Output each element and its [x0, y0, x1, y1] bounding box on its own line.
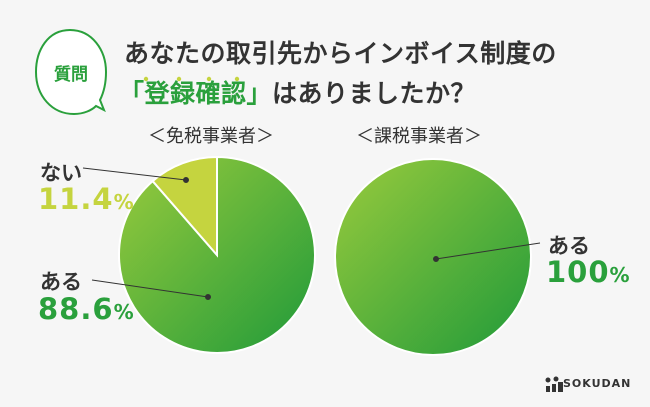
- pie-chart-tax-exempt: [118, 155, 316, 354]
- pie2-title: ＜課税事業者＞: [356, 126, 482, 147]
- label-aru-left: ある: [40, 270, 82, 294]
- sokudan-logo-icon: [545, 376, 563, 392]
- brand-logo: SOKUDAN: [563, 377, 632, 390]
- leader-lines: [82, 167, 541, 300]
- pie1-title: ＜免税事業者＞: [148, 126, 274, 147]
- bracket-close: 」: [246, 79, 273, 108]
- pie-slice-ある: [334, 158, 532, 356]
- leader-dot: [433, 256, 439, 262]
- emphasis-dots: [143, 76, 240, 82]
- bracket-open: 「: [119, 79, 145, 108]
- leader-dot: [205, 294, 211, 300]
- leader-dot: [183, 177, 189, 183]
- value-nai: 11.4%: [38, 182, 135, 216]
- value-aru-left: 88.6%: [38, 292, 135, 326]
- leader-line-aru-right: [435, 242, 541, 260]
- pie-slice-ない: [151, 155, 218, 258]
- title-highlight: 登録確認: [144, 79, 247, 108]
- label-aru-right: ある: [548, 234, 590, 258]
- title-line-1: あなたの取引先からインボイス制度の: [124, 39, 557, 68]
- leader-line-aru-left: [91, 279, 209, 298]
- label-nai: ない: [40, 161, 82, 185]
- title-line-2: 「登録確認」はありましたか？: [119, 74, 476, 110]
- question-bubble: [34, 28, 108, 116]
- leader-line-nai: [82, 167, 187, 181]
- pie-chart-taxable: [334, 158, 532, 356]
- title-rest: はありましたか？: [272, 79, 477, 108]
- question-badge: 質問: [54, 65, 88, 85]
- value-aru-right: 100%: [546, 255, 631, 289]
